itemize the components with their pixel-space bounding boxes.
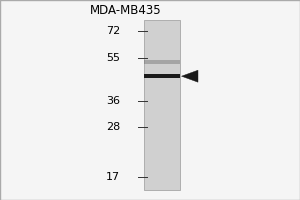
Text: 36: 36: [106, 96, 120, 106]
Bar: [144, 60, 180, 64]
Polygon shape: [182, 70, 198, 82]
Text: 28: 28: [106, 122, 120, 132]
Bar: [144, 74, 180, 78]
Text: MDA-MB435: MDA-MB435: [90, 3, 162, 17]
Text: 55: 55: [106, 53, 120, 63]
Bar: [144, 20, 180, 190]
Text: 17: 17: [106, 172, 120, 182]
Text: 72: 72: [106, 26, 120, 36]
